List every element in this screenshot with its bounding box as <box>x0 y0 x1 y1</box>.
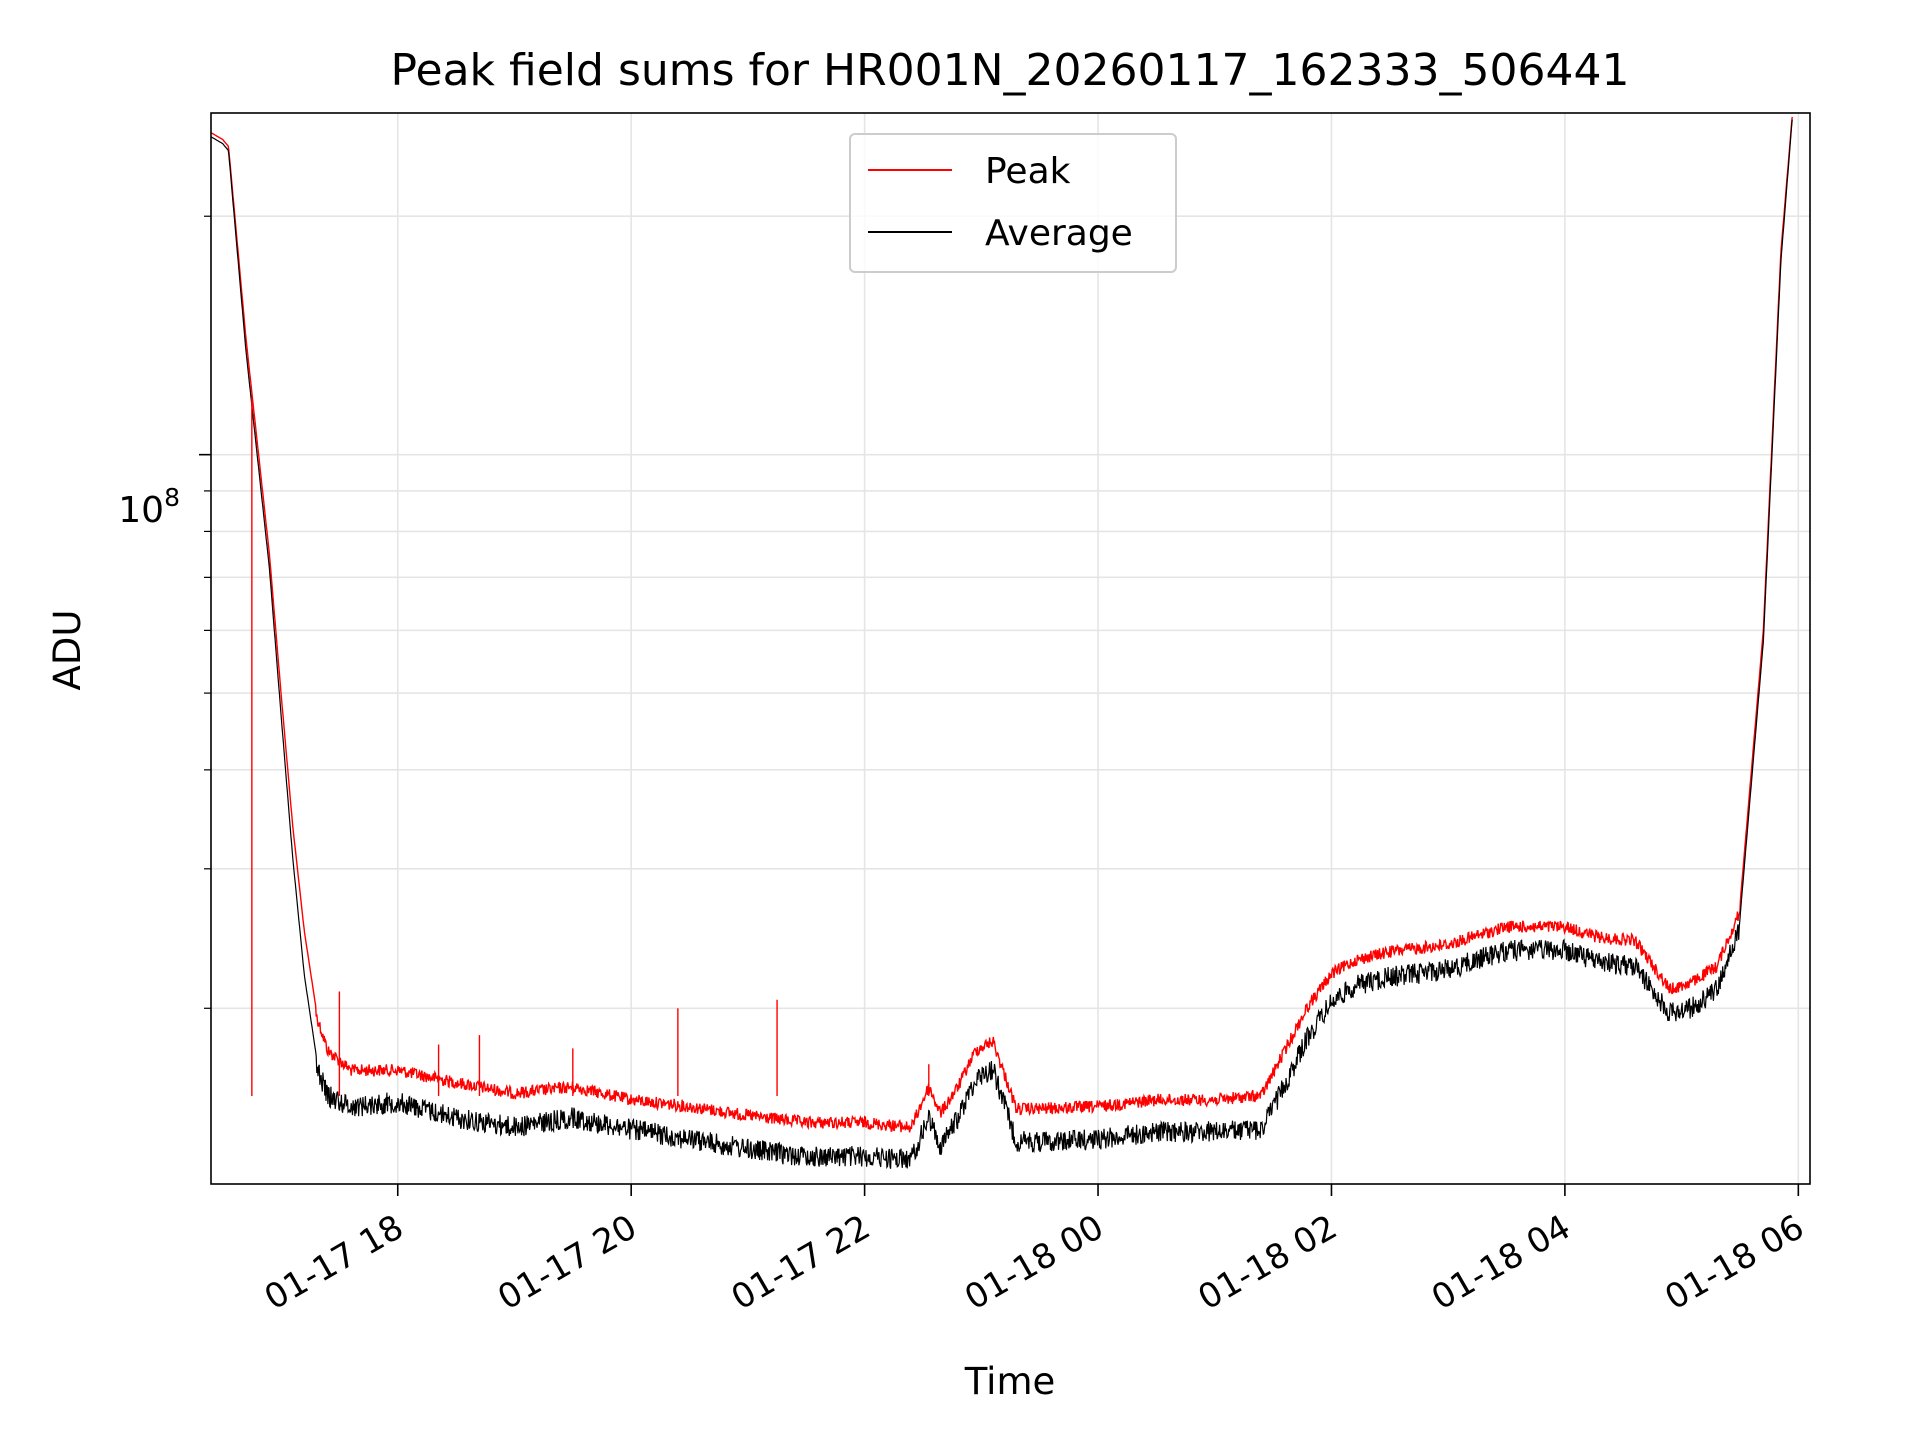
y-tick-label-base: 10 <box>118 490 164 531</box>
y-tick-label-1e8: 108 <box>118 483 180 531</box>
grid-layer <box>211 113 1810 1184</box>
legend-label-peak: Peak <box>985 151 1071 192</box>
legend-label-average: Average <box>985 213 1133 254</box>
legend: Peak Average <box>849 133 1177 273</box>
legend-box <box>849 133 1177 273</box>
plot-area <box>211 113 1810 1184</box>
chart-title: Peak field sums for HR001N_20260117_1623… <box>391 45 1630 96</box>
series-line-peak <box>211 116 1793 1133</box>
y-tick-label-exponent: 8 <box>164 483 180 512</box>
plot-frame <box>210 112 1811 1185</box>
y-axis-label: ADU <box>46 610 89 691</box>
series-layer <box>211 116 1793 1170</box>
series-line-average <box>211 119 1793 1170</box>
x-axis-label: Time <box>964 1360 1056 1403</box>
